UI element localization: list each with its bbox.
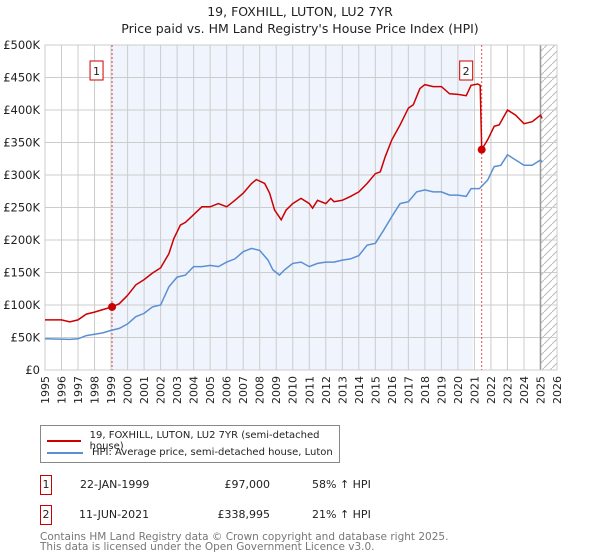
sale-label-number: 1 <box>93 65 100 78</box>
x-tick-label: 2002 <box>155 376 168 404</box>
sale-hpi: 21% ↑ HPI <box>312 508 371 521</box>
x-tick-label: 2005 <box>204 376 217 404</box>
x-tick-label: 2024 <box>518 376 531 404</box>
legend-swatch-blue <box>47 451 83 454</box>
chart-subtitle: Price paid vs. HM Land Registry's House … <box>121 21 479 36</box>
legend-label: 19, FOXHILL, LUTON, LU2 7YR (semi-detach… <box>89 430 320 452</box>
y-tick-label: £300K <box>3 168 40 182</box>
sale-label-box <box>89 60 104 81</box>
y-tick-label: £150K <box>3 266 40 280</box>
x-tick-label: 2023 <box>501 376 514 404</box>
chart-title: 19, FOXHILL, LUTON, LU2 7YR <box>207 4 393 19</box>
x-tick-label: 1995 <box>39 376 52 404</box>
y-tick-label: £500K <box>3 38 40 52</box>
sale-badge: 1 <box>40 475 52 495</box>
x-tick-label: 2014 <box>353 376 366 404</box>
sale-date: 22-JAN-1999 <box>80 478 150 491</box>
footer-copyright: Contains HM Land Registry data © Crown c… <box>40 531 449 543</box>
x-tick-label: 1999 <box>105 376 118 404</box>
x-tick-label: 2012 <box>320 376 333 404</box>
sale-label-number: 2 <box>463 65 470 78</box>
x-tick-label: 2003 <box>171 376 184 404</box>
x-tick-label: 2021 <box>468 376 481 404</box>
x-tick-label: 2022 <box>485 376 498 404</box>
x-tick-label: 2000 <box>122 376 135 404</box>
x-tick-label: 2010 <box>287 376 300 404</box>
sale-label-box <box>459 60 474 81</box>
x-tick-label: 2019 <box>435 376 448 404</box>
x-tick-label: 2020 <box>452 376 465 404</box>
x-tick-label: 2007 <box>237 376 250 404</box>
x-tick-label: 2011 <box>303 376 316 404</box>
legend-label: HPI: Average price, semi-detached house,… <box>92 447 333 458</box>
x-tick-label: 2013 <box>336 376 349 404</box>
x-tick-label: 2006 <box>221 376 234 404</box>
y-tick-label: £250K <box>3 201 40 215</box>
y-tick-label: £400K <box>3 103 40 117</box>
sale-price: £97,000 <box>224 478 271 491</box>
plot-border <box>44 44 558 371</box>
x-tick-label: 2026 <box>551 376 564 404</box>
x-tick-label: 2016 <box>386 376 399 404</box>
y-tick-label: £450K <box>3 71 40 85</box>
x-tick-label: 2017 <box>402 376 415 404</box>
x-tick-label: 2018 <box>419 376 432 404</box>
x-tick-label: 1996 <box>56 376 69 404</box>
x-tick-label: 2008 <box>254 376 267 404</box>
footer-licence: This data is licensed under the Open Gov… <box>40 541 375 553</box>
sale-date: 11-JUN-2021 <box>79 508 150 521</box>
x-tick-label: 2001 <box>138 376 151 404</box>
sale-point <box>477 145 486 154</box>
x-tick-label: 2004 <box>188 376 201 404</box>
price-chart: 1995 1996 1997 1998 1999 2000 2001 2002 2003 2004… <box>3 38 564 404</box>
y-tick-label: £50K <box>11 331 41 345</box>
legend: 19, FOXHILL, LUTON, LU2 7YR (semi-detach… <box>40 425 340 463</box>
y-tick-label: £200K <box>3 233 40 247</box>
legend-item-property: 19, FOXHILL, LUTON, LU2 7YR (semi-detach… <box>47 430 339 452</box>
sale-point <box>108 302 117 311</box>
y-tick-label: £100K <box>3 298 40 312</box>
series-line <box>45 83 543 323</box>
y-tick-label: £0 <box>25 363 40 377</box>
series-line <box>44 153 543 341</box>
x-tick-label: 1998 <box>89 376 102 404</box>
y-tick-label: £350K <box>3 136 40 150</box>
sale-badge: 2 <box>40 505 52 525</box>
legend-swatch-red <box>47 440 81 442</box>
x-tick-label: 2009 <box>270 376 283 404</box>
x-tick-label: 2025 <box>534 376 547 404</box>
sale-hpi: 58% ↑ HPI <box>312 478 371 491</box>
x-tick-label: 1997 <box>72 376 85 404</box>
legend-item-hpi: HPI: Average price, semi-detached house,… <box>47 447 333 458</box>
sale-price: £338,995 <box>217 508 271 521</box>
x-tick-label: 2015 <box>369 376 382 404</box>
